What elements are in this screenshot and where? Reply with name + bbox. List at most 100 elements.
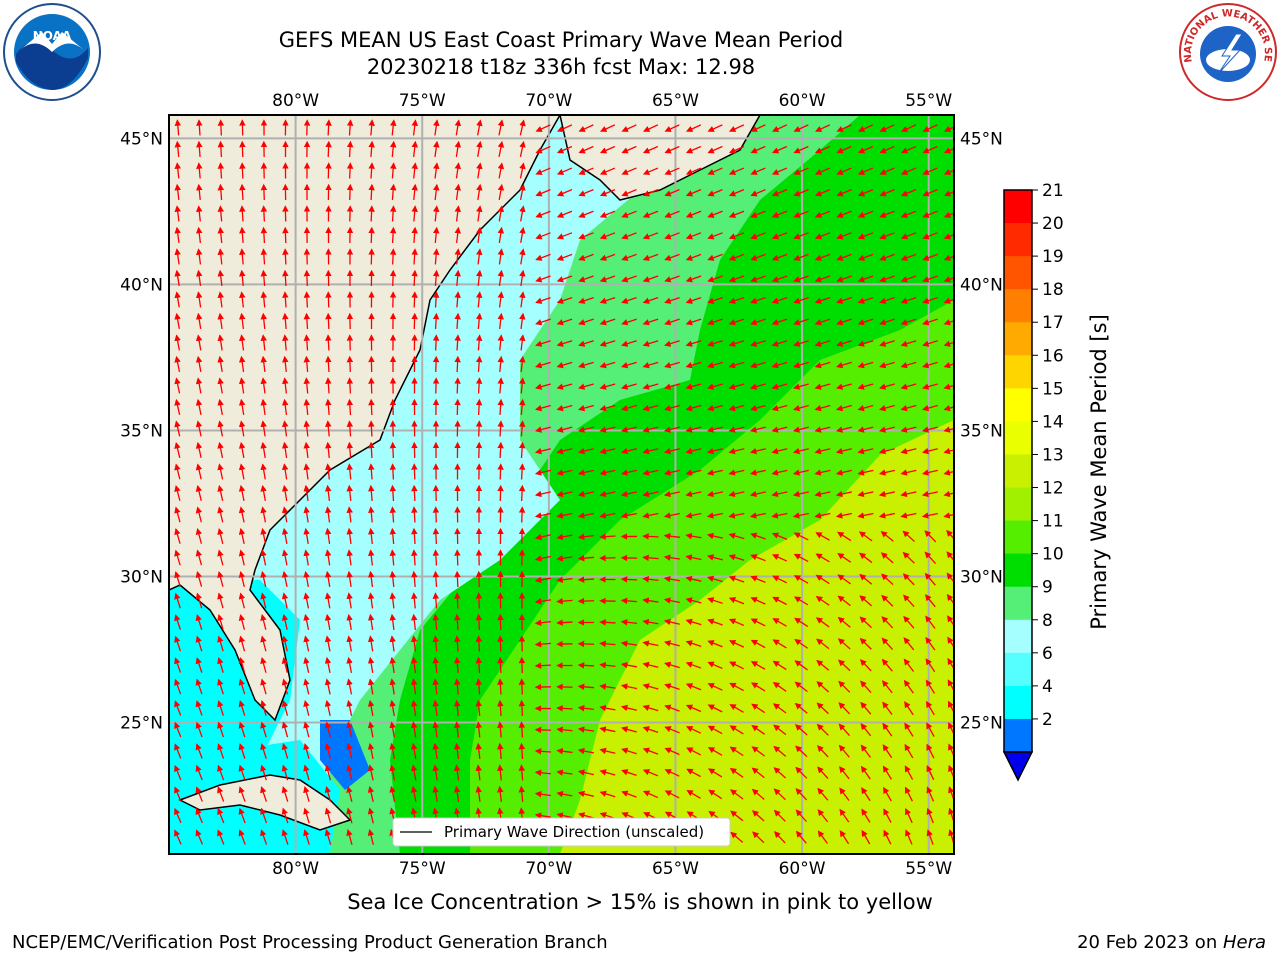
wave-vector-891 <box>238 635 246 652</box>
wave-vector-374 <box>260 334 267 351</box>
wave-vector-969 <box>324 678 332 695</box>
wave-vector-621 <box>792 469 809 476</box>
wave-vector-949 <box>685 661 702 669</box>
wave-vector-1182 <box>926 786 935 802</box>
wave-vector-637 <box>346 484 353 502</box>
wave-vector-1066 <box>816 723 829 736</box>
wave-vector-283 <box>685 275 702 283</box>
wave-vector-45 <box>346 140 354 158</box>
wave-vector-475 <box>836 383 852 390</box>
wave-vector-133 <box>642 189 659 197</box>
wave-vector-625 <box>878 469 895 476</box>
wave-vector-52 <box>497 140 505 157</box>
wave-vector-482 <box>195 398 203 415</box>
wave-vector-195 <box>389 226 397 244</box>
wave-vector-960 <box>925 658 936 673</box>
wave-vector-49 <box>433 140 440 158</box>
wave-vector-890 <box>217 635 224 652</box>
wave-vector-948 <box>664 661 680 669</box>
wave-vector-862 <box>411 613 418 631</box>
wave-vector-453 <box>368 377 375 394</box>
wave-vector-784 <box>324 570 332 588</box>
wave-vector-657 <box>771 490 788 498</box>
wave-vector-540 <box>642 426 659 433</box>
wave-vector-11 <box>411 119 419 136</box>
wave-vector-375 <box>282 334 289 351</box>
wave-vector-434 <box>750 361 766 369</box>
wave-vector-984 <box>642 683 659 690</box>
wave-vector-1210 <box>730 810 744 822</box>
wave-vector-185 <box>174 226 181 244</box>
wave-vector-658 <box>792 490 809 498</box>
wave-vector-173 <box>707 210 723 218</box>
wave-vector-835 <box>620 597 638 605</box>
wave-vector-367 <box>900 318 917 326</box>
wave-vector-465 <box>621 383 637 390</box>
wave-vector-1131 <box>621 769 637 777</box>
wave-vector-536 <box>556 426 573 433</box>
wave-vector-137 <box>728 189 745 197</box>
wave-vector-838 <box>685 597 702 604</box>
wave-vector-405 <box>922 340 938 347</box>
wave-vector-617 <box>706 469 723 476</box>
wave-vector-292 <box>879 275 895 283</box>
wave-vector-1185 <box>195 807 203 824</box>
wave-vector-1007 <box>346 699 353 716</box>
wave-vector-1097 <box>686 747 701 756</box>
wave-vector-372 <box>217 334 224 351</box>
wave-vector-649 <box>599 490 616 498</box>
wave-vector-1104 <box>838 744 850 758</box>
wave-vector-524 <box>303 420 310 437</box>
wave-vector-923 <box>925 636 936 651</box>
wave-vector-1070 <box>904 722 914 737</box>
wave-vector-945 <box>599 662 616 669</box>
wave-vector-993 <box>838 680 851 693</box>
wave-vector-74 <box>174 162 181 179</box>
wave-vector-1011 <box>432 699 439 717</box>
wave-vector-1049 <box>453 721 461 738</box>
wave-vector-853 <box>217 614 224 630</box>
wave-vector-638 <box>368 484 375 502</box>
wave-vector-273 <box>476 269 483 287</box>
wave-vector-1013 <box>475 699 483 717</box>
wave-vector-300 <box>260 291 268 308</box>
wave-vector-819 <box>281 592 289 609</box>
wave-vector-394 <box>685 340 702 347</box>
wave-vector-547 <box>792 426 809 433</box>
wave-vector-263 <box>260 269 268 287</box>
wave-vector-650 <box>620 490 637 498</box>
colorbar: 21 20 19 18 17 16 15 14 13 12 11 10 9 8 6 4 2 <box>1002 181 1064 782</box>
wave-vector-909 <box>620 640 638 647</box>
wave-vector-846 <box>859 595 873 607</box>
wave-vector-255 <box>879 253 895 261</box>
wave-vector-602 <box>389 463 397 480</box>
wave-vector-881 <box>815 617 830 628</box>
wave-vector-325 <box>793 296 809 304</box>
wave-vector-36 <box>943 126 954 132</box>
wave-vector-601 <box>368 463 375 480</box>
wave-vector-1161 <box>475 785 482 803</box>
wave-vector-324 <box>771 296 788 304</box>
wave-vector-1056 <box>599 726 616 733</box>
colorbar-tick-label-6: 15 <box>1042 379 1064 399</box>
wave-vector-479 <box>922 383 938 390</box>
wave-vector-1164 <box>534 790 552 798</box>
wave-vector-852 <box>195 614 203 630</box>
wave-vector-971 <box>367 678 375 695</box>
wave-vector-794 <box>534 576 551 584</box>
wave-vector-63 <box>728 145 745 154</box>
wave-vector-308 <box>432 291 440 308</box>
wave-vector-336 <box>238 312 246 330</box>
wave-vector-747 <box>324 549 332 566</box>
wave-vector-508 <box>750 404 766 412</box>
wave-vector-782 <box>281 570 289 587</box>
wave-vector-552 <box>900 426 917 433</box>
wave-vector-687 <box>620 512 637 519</box>
wave-vector-762 <box>642 554 659 562</box>
wave-vector-366 <box>879 318 895 326</box>
wave-vector-94 <box>599 167 616 175</box>
wave-vector-91 <box>535 167 551 175</box>
wave-vector-425 <box>556 361 573 369</box>
colorbar-tick-label-8: 13 <box>1042 445 1064 465</box>
wave-vector-686 <box>599 512 616 519</box>
